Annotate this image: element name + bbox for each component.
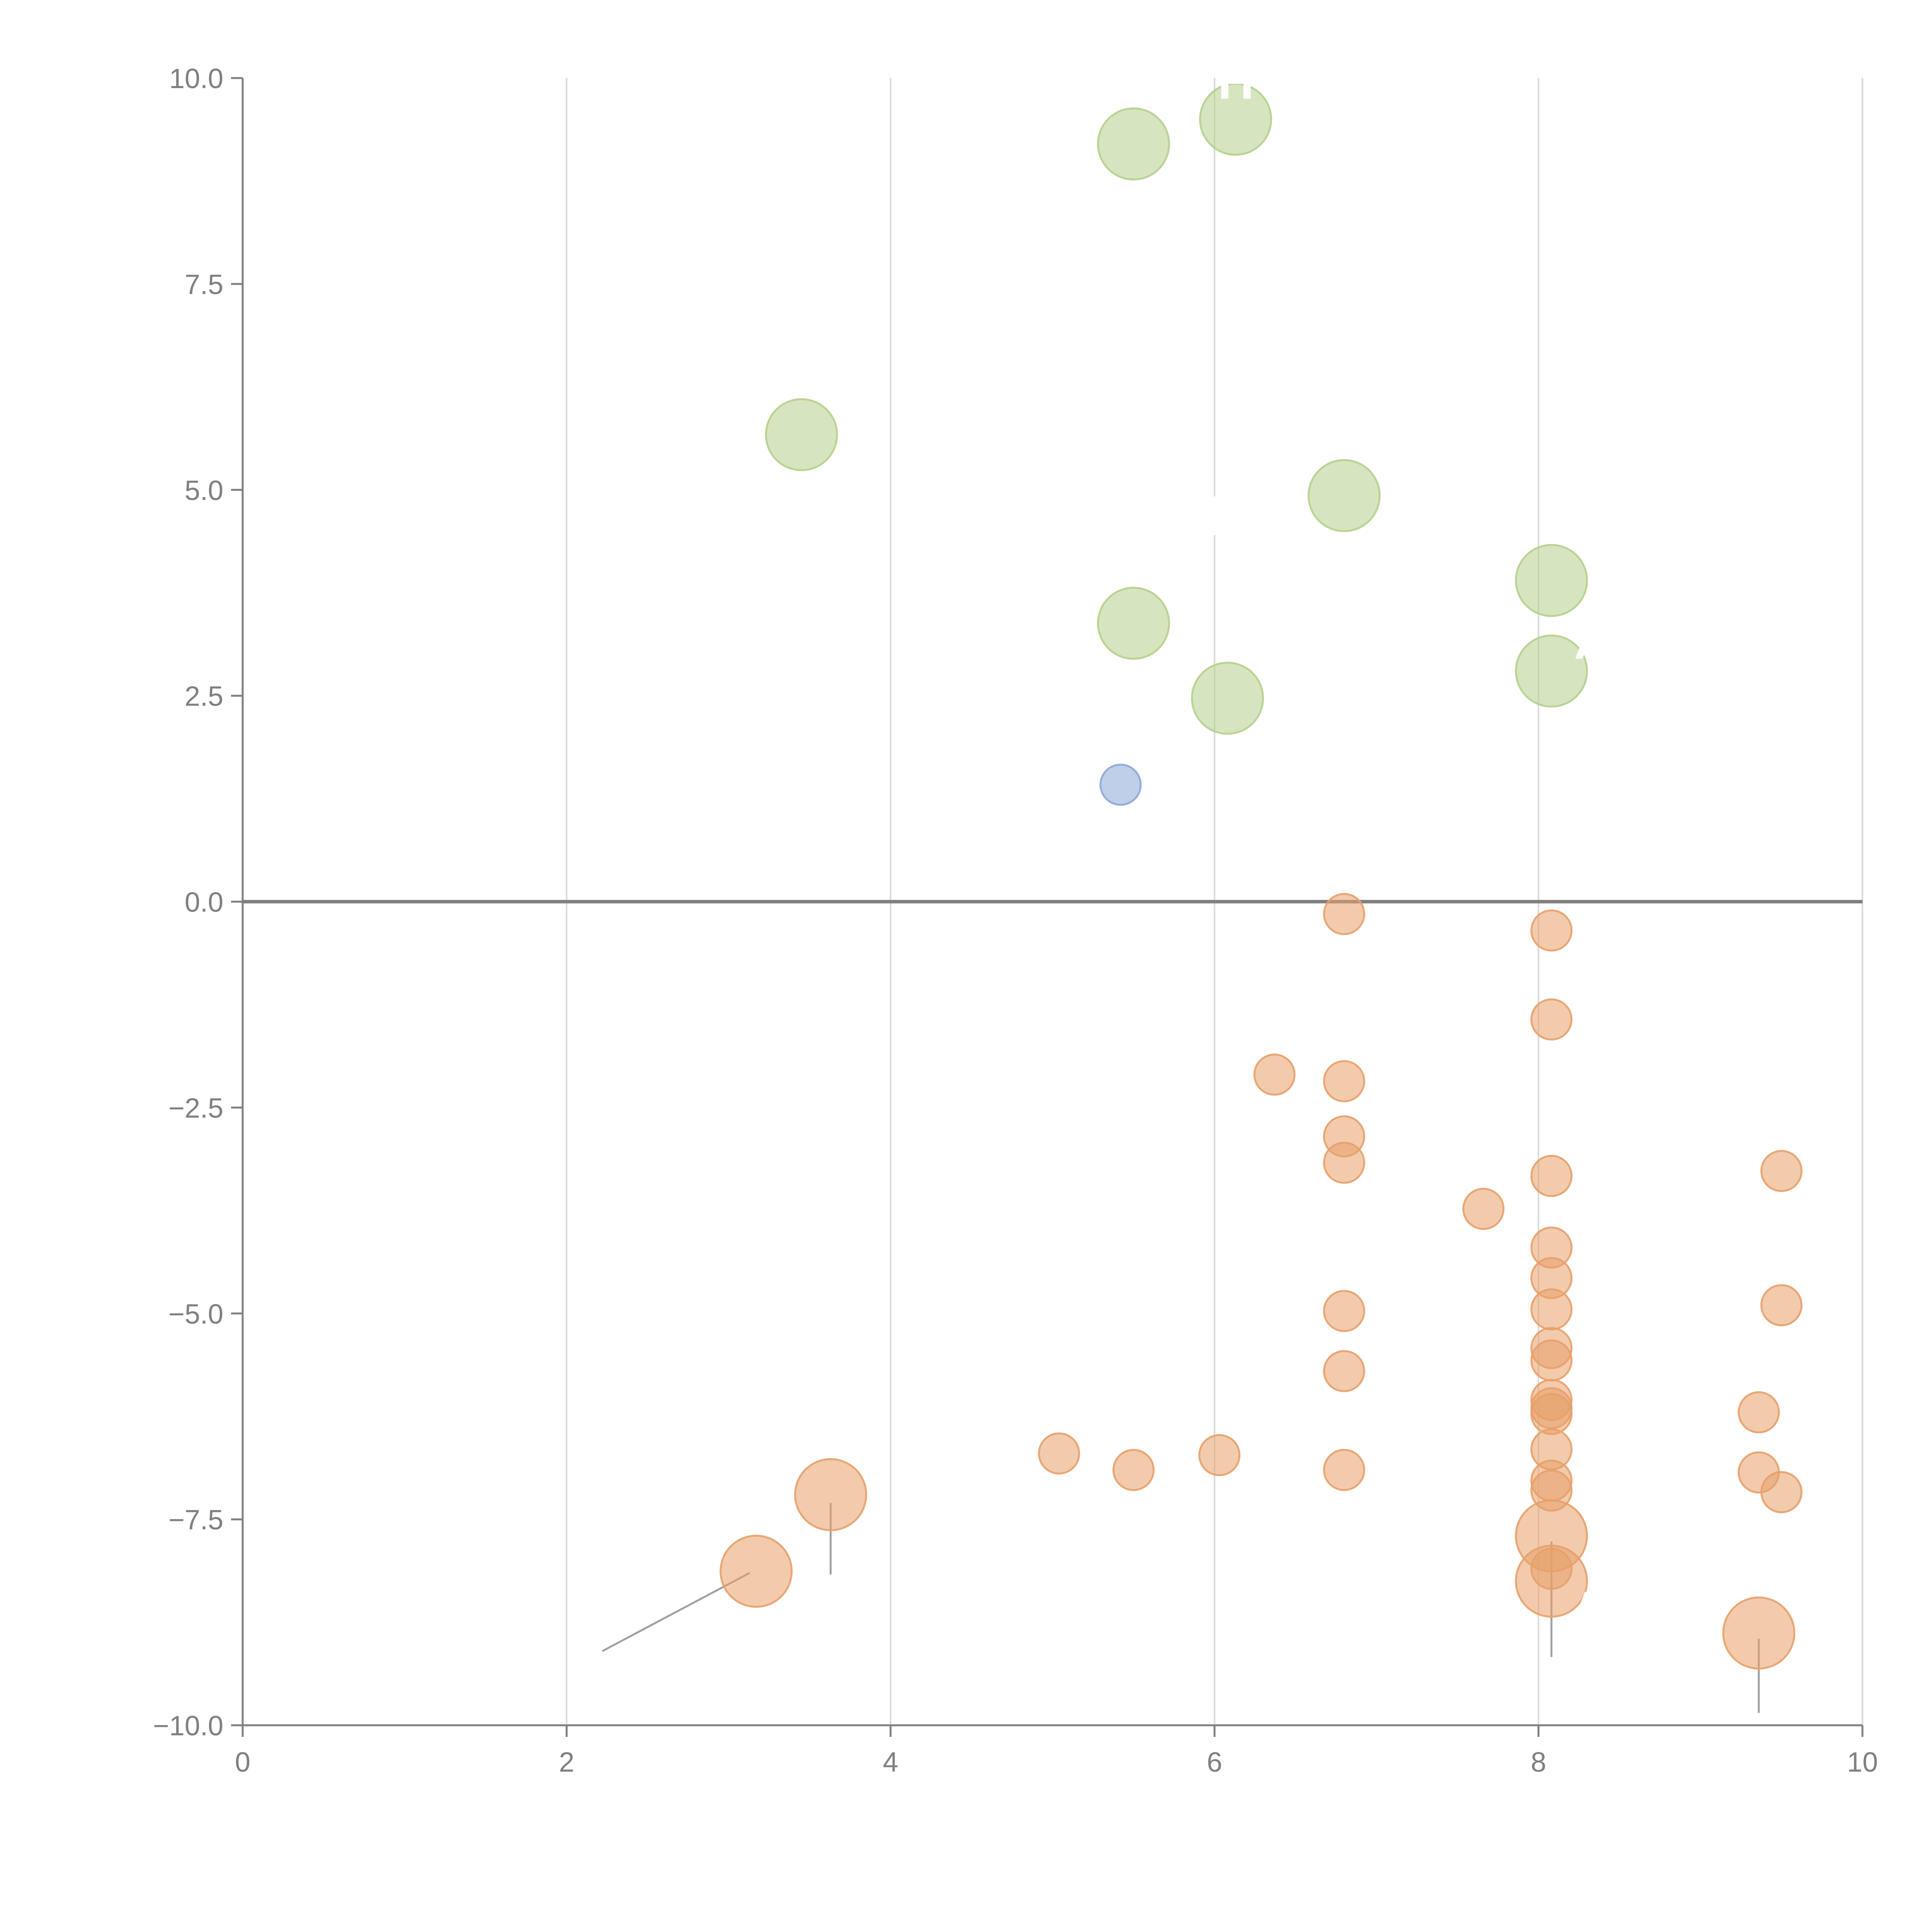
point-orange-16: [1530, 1339, 1573, 1382]
point-orange-17: [1323, 1350, 1366, 1392]
x-tick-label-2: 4: [883, 1747, 898, 1778]
point-orange-25: [1112, 1449, 1155, 1491]
x-tick-label-5: 10: [1847, 1747, 1878, 1778]
point-orange-26: [1323, 1449, 1366, 1491]
point-orange-14: [1760, 1284, 1803, 1327]
point-orange-8: [1760, 1150, 1803, 1192]
point-orange-36: [1722, 1596, 1796, 1670]
x-tick-label-4: 8: [1531, 1747, 1546, 1778]
point-orange-12: [1530, 1288, 1573, 1331]
point-green-3: [1308, 459, 1381, 532]
point-orange-13: [1323, 1290, 1366, 1332]
annotation-label-3: A: [1571, 1581, 1607, 1637]
y-tick-label-5: −2.5: [168, 1093, 223, 1124]
point-orange-2: [1530, 998, 1573, 1041]
x-tick-label-3: 6: [1207, 1747, 1222, 1778]
y-tick-label-2: 5.0: [185, 475, 223, 506]
point-orange-33: [719, 1534, 793, 1608]
point-orange-3: [1253, 1053, 1296, 1096]
point-orange-0: [1323, 893, 1366, 935]
y-tick-label-6: −5.0: [168, 1299, 223, 1330]
point-labels: H / A A E: [891, 41, 1611, 1637]
annotation-label-4: E: [891, 1507, 924, 1563]
point-orange-24: [1198, 1434, 1241, 1476]
x-tick-label-1: 2: [559, 1747, 574, 1778]
leader-lines: [602, 112, 1760, 1713]
y-tick-label-4: 0.0: [185, 887, 223, 918]
point-green-7: [1191, 662, 1264, 735]
y-tick-label-1: 7.5: [185, 269, 223, 300]
y-tick-label-7: −7.5: [168, 1505, 223, 1536]
point-green-6: [1515, 634, 1588, 708]
point-orange-4: [1323, 1060, 1366, 1102]
point-orange-21: [1738, 1391, 1780, 1434]
point-orange-20: [1530, 1393, 1573, 1435]
y-tick-label-3: 2.5: [185, 681, 223, 712]
point-orange-1: [1530, 909, 1573, 952]
y-tick-label-0: 10.0: [169, 63, 223, 94]
annotation-label-0: H: [1218, 53, 1254, 109]
data-points: [719, 83, 1803, 1670]
annotation-label-2: A: [1574, 613, 1611, 670]
x-tick-label-0: 0: [235, 1747, 250, 1778]
point-orange-9: [1462, 1188, 1505, 1230]
y-tick-label-8: −10.0: [153, 1711, 223, 1742]
point-green-2: [765, 398, 838, 471]
point-orange-35: [1515, 1544, 1588, 1618]
point-orange-6: [1323, 1141, 1366, 1184]
point-blue-0: [1099, 764, 1142, 806]
point-orange-31: [794, 1458, 867, 1531]
point-green-5: [1097, 587, 1170, 660]
point-orange-7: [1530, 1155, 1573, 1197]
point-green-0: [1097, 107, 1170, 181]
point-green-1: [1199, 83, 1272, 156]
annotation-label-1: /: [1134, 41, 1148, 97]
point-orange-23: [1038, 1432, 1080, 1475]
point-orange-30: [1760, 1471, 1803, 1514]
axes: 0 2 4 6 8 10 10.0 7.5 5.0 2.5 0.0 −2.5 −5.0 −7.5 −10.0: [153, 63, 1878, 1778]
point-green-4: [1515, 544, 1588, 617]
